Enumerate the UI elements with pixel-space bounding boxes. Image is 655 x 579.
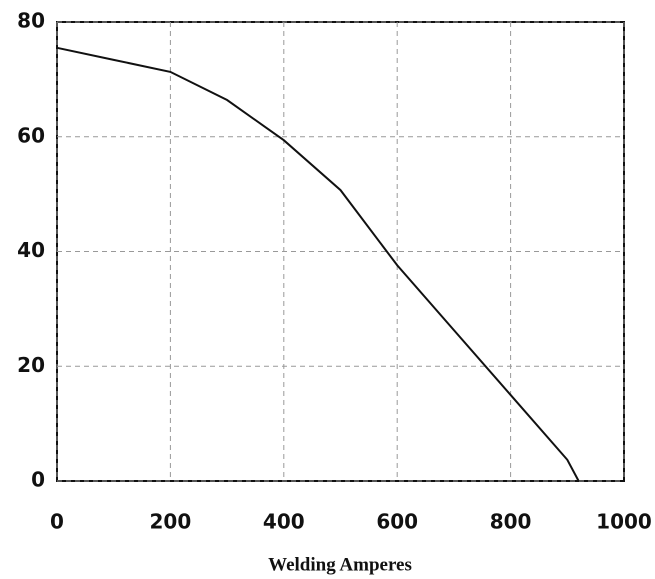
y-tick-label: 20 bbox=[17, 353, 45, 377]
x-tick-label: 200 bbox=[150, 510, 192, 534]
x-tick-label: 600 bbox=[376, 510, 418, 534]
y-tick-label: 40 bbox=[17, 238, 45, 262]
x-tick-label: 800 bbox=[490, 510, 532, 534]
x-tick-label: 400 bbox=[263, 510, 305, 534]
y-tick-label: 60 bbox=[17, 123, 45, 147]
x-tick-label: 0 bbox=[50, 510, 64, 534]
y-tick-label: 0 bbox=[31, 468, 45, 492]
x-axis-title: Welding Amperes bbox=[268, 554, 412, 575]
x-tick-label: 1000 bbox=[596, 510, 652, 534]
data-line bbox=[56, 46, 580, 482]
y-tick-label: 80 bbox=[17, 9, 45, 33]
